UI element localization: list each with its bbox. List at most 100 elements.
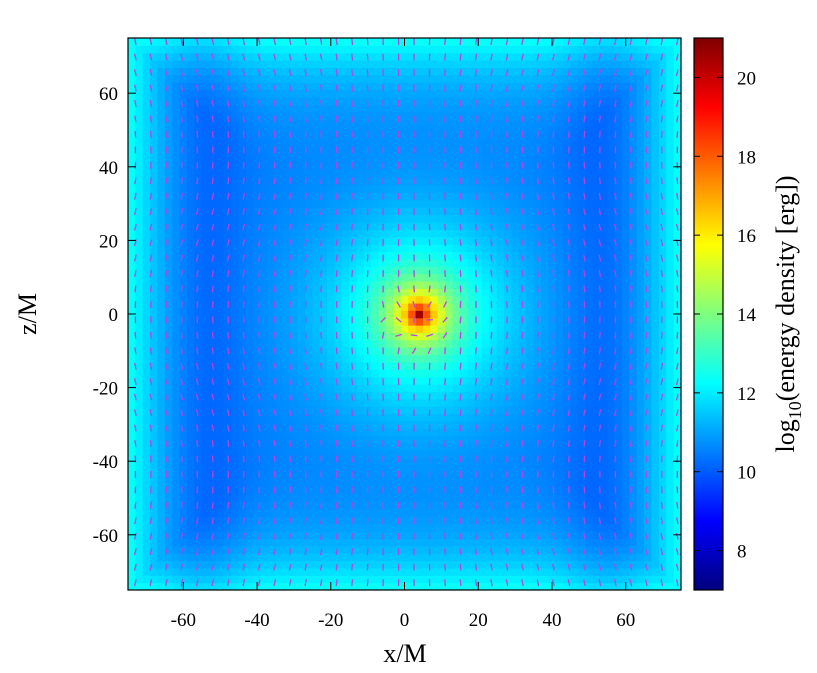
heatmap-cell (511, 531, 520, 540)
heatmap-cell (363, 413, 372, 422)
heatmap-cell (592, 435, 601, 444)
heatmap-cell (430, 450, 439, 459)
heatmap-cell (526, 325, 535, 333)
heatmap-cell (504, 553, 513, 562)
heatmap-cell (371, 383, 380, 392)
heatmap-cell (349, 251, 358, 260)
heatmap-cell (135, 74, 144, 83)
heatmap-cell (422, 582, 431, 590)
heatmap-cell (445, 89, 454, 98)
heatmap-cell (467, 192, 476, 201)
heatmap-cell (386, 553, 395, 562)
heatmap-cell (319, 310, 328, 319)
heatmap-cell (282, 361, 291, 370)
heatmap-cell (356, 310, 365, 319)
heatmap-cell (157, 420, 166, 429)
heatmap-cell (415, 60, 424, 69)
heatmap-cell (548, 413, 557, 422)
heatmap-cell (290, 214, 299, 223)
heatmap-cell (231, 464, 240, 473)
heatmap-cell (422, 317, 431, 326)
heatmap-cell (268, 288, 277, 297)
heatmap-cell (164, 332, 173, 341)
heatmap-cell (172, 428, 181, 437)
heatmap-cell (585, 236, 594, 245)
heatmap-cell (607, 361, 616, 370)
heatmap-cell (555, 317, 564, 326)
heatmap-cell (319, 354, 328, 363)
heatmap-cell (260, 82, 269, 91)
heatmap-cell (356, 192, 365, 201)
heatmap-cell (504, 185, 513, 194)
heatmap-cell (489, 428, 498, 437)
heatmap-cell (526, 435, 535, 444)
heatmap-cell (496, 509, 505, 517)
heatmap-cell (238, 420, 247, 429)
heatmap-cell (548, 464, 557, 473)
heatmap-cell (142, 96, 151, 105)
heatmap-cell (245, 553, 254, 562)
heatmap-cell (142, 457, 151, 466)
heatmap-cell (223, 383, 232, 392)
heatmap-cell (548, 486, 557, 495)
heatmap-cell (290, 560, 299, 569)
heatmap-cell (245, 288, 254, 297)
heatmap-cell (577, 464, 586, 473)
heatmap-cell (496, 560, 505, 569)
heatmap-cell (400, 428, 409, 437)
heatmap-cell (223, 266, 232, 275)
heatmap-cell (526, 545, 535, 554)
heatmap-cell (548, 383, 557, 392)
heatmap-cell (356, 383, 365, 392)
heatmap-cell (467, 325, 476, 333)
heatmap-cell (563, 207, 571, 216)
heatmap-cell (172, 406, 181, 414)
heatmap-cell (504, 89, 513, 98)
heatmap-cell (452, 553, 461, 562)
heatmap-cell (555, 163, 564, 172)
heatmap-cell (481, 45, 490, 54)
heatmap-cell (349, 295, 358, 304)
heatmap-cell (511, 310, 520, 319)
heatmap-cell (157, 369, 166, 378)
heatmap-cell (614, 258, 623, 267)
heatmap-cell (150, 413, 159, 422)
heatmap-cell (268, 317, 277, 326)
heatmap-cell (128, 494, 136, 503)
heatmap-cell (607, 52, 616, 61)
heatmap-cell (157, 96, 166, 105)
heatmap-cell (238, 148, 247, 157)
heatmap-cell (437, 413, 446, 422)
heatmap-cell (356, 553, 365, 562)
heatmap-cell (467, 420, 476, 429)
heatmap-cell (172, 523, 181, 532)
heatmap-cell (135, 582, 144, 590)
heatmap-cell (592, 177, 601, 186)
heatmap-cell (599, 464, 608, 473)
heatmap-cell (511, 354, 520, 363)
heatmap-cell (489, 199, 498, 208)
heatmap-cell (386, 111, 395, 120)
heatmap-cell (422, 516, 431, 525)
heatmap-cell (489, 96, 498, 105)
heatmap-cell (577, 391, 586, 400)
heatmap-cell (378, 302, 387, 311)
heatmap-cell (128, 96, 136, 105)
heatmap-cell (231, 199, 240, 208)
heatmap-cell (496, 74, 505, 83)
heatmap-cell (231, 450, 240, 459)
heatmap-cell (334, 509, 343, 517)
heatmap-cell (356, 479, 365, 488)
heatmap-cell (186, 133, 195, 142)
heatmap-cell (363, 523, 372, 532)
heatmap-cell (548, 494, 557, 503)
heatmap-cell (459, 567, 468, 576)
heatmap-cell (489, 89, 498, 98)
heatmap-cell (452, 163, 461, 172)
heatmap-cell (268, 567, 277, 576)
heatmap-cell (290, 472, 299, 481)
heatmap-cell (194, 302, 203, 311)
heatmap-cell (142, 332, 151, 341)
heatmap-cell (186, 199, 195, 208)
heatmap-cell (533, 479, 542, 488)
